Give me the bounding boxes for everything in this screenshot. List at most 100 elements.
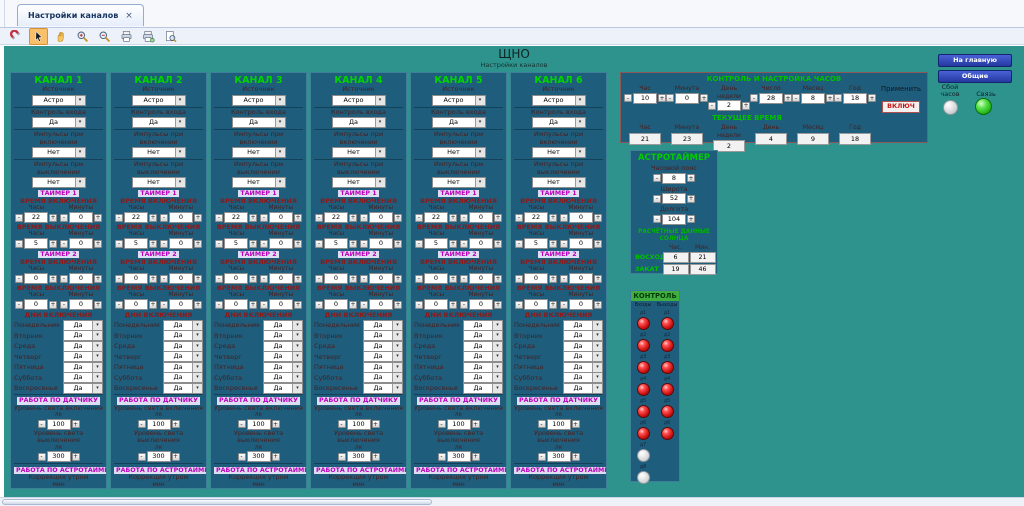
spinner-value[interactable]: 0 xyxy=(569,238,593,249)
increment-button[interactable]: + xyxy=(700,94,708,102)
decrement-button[interactable]: - xyxy=(315,301,323,309)
decrement-button[interactable]: - xyxy=(215,214,223,222)
spinner-value[interactable]: 0 xyxy=(224,273,248,284)
day-select[interactable]: Да▾ xyxy=(63,372,103,383)
day-select[interactable]: Да▾ xyxy=(563,320,603,331)
spinner-value[interactable]: 0 xyxy=(269,273,293,284)
hand-icon[interactable] xyxy=(51,28,70,45)
increment-button[interactable]: + xyxy=(826,94,834,102)
increment-button[interactable]: + xyxy=(72,420,80,428)
increment-button[interactable]: + xyxy=(572,453,580,461)
increment-button[interactable]: + xyxy=(687,174,695,182)
spinner-value[interactable]: 10 xyxy=(633,93,657,104)
zoom-out-icon[interactable] xyxy=(95,28,114,45)
decrement-button[interactable]: - xyxy=(260,240,268,248)
spinner-value[interactable]: 100 xyxy=(547,419,571,430)
increment-button[interactable]: + xyxy=(349,214,357,222)
decrement-button[interactable]: - xyxy=(215,301,223,309)
day-select[interactable]: Да▾ xyxy=(463,383,503,394)
increment-button[interactable]: + xyxy=(494,301,502,309)
pulses-off-select[interactable]: Нет▾ xyxy=(532,177,586,188)
spinner-value[interactable]: 5 xyxy=(124,238,148,249)
decrement-button[interactable]: - xyxy=(438,420,446,428)
spinner-value[interactable]: 2 xyxy=(717,100,741,111)
day-select[interactable]: Да▾ xyxy=(263,330,303,341)
spinner-value[interactable]: 22 xyxy=(124,212,148,223)
decrement-button[interactable]: - xyxy=(160,301,168,309)
spinner-value[interactable]: 5 xyxy=(547,488,571,489)
spinner-value[interactable]: 100 xyxy=(147,419,171,430)
decrement-button[interactable]: - xyxy=(708,102,716,110)
spinner-value[interactable]: 0 xyxy=(269,212,293,223)
spinner-value[interactable]: 22 xyxy=(524,212,548,223)
increment-button[interactable]: + xyxy=(394,275,402,283)
decrement-button[interactable]: - xyxy=(560,214,568,222)
day-select[interactable]: Да▾ xyxy=(363,330,403,341)
increment-button[interactable]: + xyxy=(687,215,695,223)
tab-channel-settings[interactable]: Настройки каналов × xyxy=(17,4,144,26)
increment-button[interactable]: + xyxy=(449,240,457,248)
pulses-on-select[interactable]: Нет▾ xyxy=(232,147,286,158)
increment-button[interactable]: + xyxy=(394,301,402,309)
day-select[interactable]: Да▾ xyxy=(563,330,603,341)
increment-button[interactable]: + xyxy=(94,301,102,309)
decrement-button[interactable]: - xyxy=(792,94,800,102)
decrement-button[interactable]: - xyxy=(115,214,123,222)
decrement-button[interactable]: - xyxy=(15,214,23,222)
spinner-value[interactable]: 0 xyxy=(524,299,548,310)
day-select[interactable]: Да▾ xyxy=(263,320,303,331)
zoom-in-icon[interactable] xyxy=(73,28,92,45)
spinner-value[interactable]: 300 xyxy=(47,451,71,462)
decrement-button[interactable]: - xyxy=(360,275,368,283)
increment-button[interactable]: + xyxy=(249,275,257,283)
increment-button[interactable]: + xyxy=(549,275,557,283)
source-select[interactable]: Астро▾ xyxy=(532,95,586,106)
spinner-value[interactable]: 22 xyxy=(224,212,248,223)
increment-button[interactable]: + xyxy=(294,214,302,222)
increment-button[interactable]: + xyxy=(494,240,502,248)
day-select[interactable]: Да▾ xyxy=(163,383,203,394)
decrement-button[interactable]: - xyxy=(538,453,546,461)
spinner-value[interactable]: 0 xyxy=(169,238,193,249)
day-select[interactable]: Да▾ xyxy=(363,383,403,394)
tab-close-icon[interactable]: × xyxy=(125,11,133,21)
spinner-value[interactable]: 0 xyxy=(69,299,93,310)
day-select[interactable]: Да▾ xyxy=(263,383,303,394)
spinner-value[interactable]: 5 xyxy=(24,238,48,249)
spinner-value[interactable]: 0 xyxy=(269,238,293,249)
spinner-value[interactable]: 8 xyxy=(662,173,686,184)
decrement-button[interactable]: - xyxy=(60,214,68,222)
decrement-button[interactable]: - xyxy=(315,240,323,248)
decrement-button[interactable]: - xyxy=(460,214,468,222)
decrement-button[interactable]: - xyxy=(415,214,423,222)
increment-button[interactable]: + xyxy=(572,420,580,428)
increment-button[interactable]: + xyxy=(594,301,602,309)
spinner-value[interactable]: 0 xyxy=(324,299,348,310)
decrement-button[interactable]: - xyxy=(360,214,368,222)
decrement-button[interactable]: - xyxy=(215,240,223,248)
spinner-value[interactable]: 0 xyxy=(169,299,193,310)
decrement-button[interactable]: - xyxy=(515,275,523,283)
decrement-button[interactable]: - xyxy=(653,174,661,182)
increment-button[interactable]: + xyxy=(349,275,357,283)
increment-button[interactable]: + xyxy=(349,240,357,248)
day-select[interactable]: Да▾ xyxy=(563,383,603,394)
decrement-button[interactable]: - xyxy=(624,94,632,102)
pulses-off-select[interactable]: Нет▾ xyxy=(32,177,86,188)
decrement-button[interactable]: - xyxy=(15,301,23,309)
spinner-value[interactable]: 0 xyxy=(369,273,393,284)
decrement-button[interactable]: - xyxy=(515,240,523,248)
spinner-value[interactable]: 5 xyxy=(424,238,448,249)
increment-button[interactable]: + xyxy=(172,453,180,461)
increment-button[interactable]: + xyxy=(742,102,750,110)
spinner-value[interactable]: 22 xyxy=(324,212,348,223)
decrement-button[interactable]: - xyxy=(260,214,268,222)
increment-button[interactable]: + xyxy=(349,301,357,309)
spinner-value[interactable]: 300 xyxy=(247,451,271,462)
spinner-value[interactable]: 300 xyxy=(147,451,171,462)
spinner-value[interactable]: 0 xyxy=(324,273,348,284)
spinner-value[interactable]: 3 xyxy=(347,488,371,489)
decrement-button[interactable]: - xyxy=(160,240,168,248)
spinner-value[interactable]: 1 xyxy=(147,488,171,489)
spinner-value[interactable]: 0 xyxy=(269,299,293,310)
